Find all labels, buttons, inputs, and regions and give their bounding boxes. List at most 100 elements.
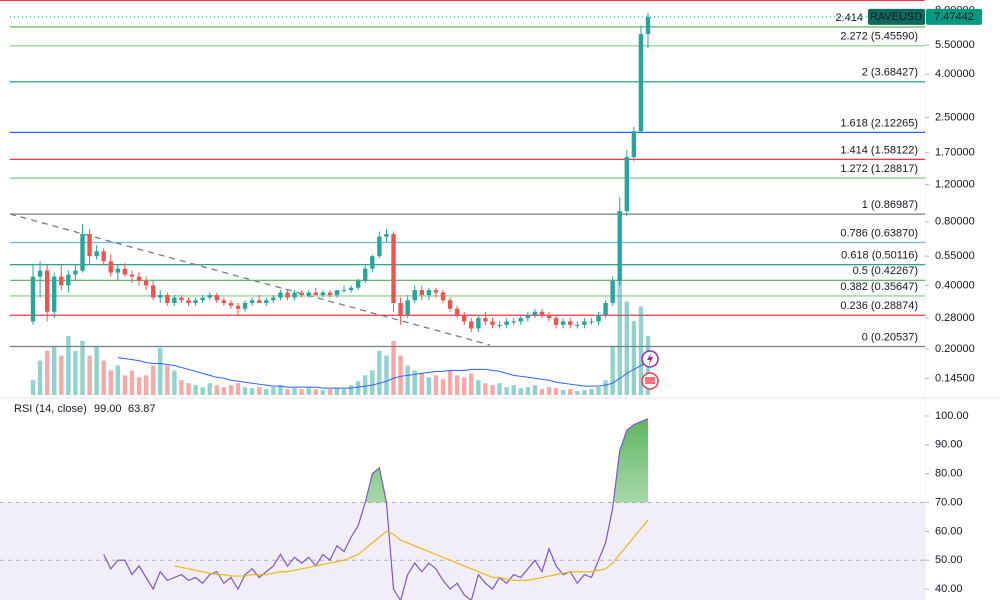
- rsi-legend-value: 63.87: [128, 403, 156, 415]
- candle-body: [426, 290, 432, 296]
- rsi-ma-line: [174, 519, 649, 581]
- fib-label: 2.272 (5.45590): [840, 31, 918, 43]
- candle-body: [504, 321, 509, 325]
- symbol-tag: [868, 8, 925, 25]
- rsi-line: [103, 418, 649, 600]
- event-icons: [641, 350, 659, 390]
- candle-body: [235, 305, 241, 309]
- y-tick-label: 5.50000: [935, 39, 975, 51]
- volume-bar: [73, 350, 78, 395]
- candle-body: [348, 287, 354, 291]
- candle-body: [363, 268, 368, 281]
- volume-bar: [568, 389, 573, 395]
- volume-bar: [603, 380, 608, 395]
- volume-bar: [589, 389, 594, 395]
- rsi-tick-label: 40.00: [935, 583, 963, 595]
- candle-body: [341, 290, 347, 292]
- volume-bar: [341, 389, 347, 395]
- volume-bar: [264, 389, 269, 395]
- volume-ma-line: [117, 357, 649, 389]
- volume-bar: [136, 377, 142, 395]
- candle-body: [539, 311, 545, 315]
- candle-body: [158, 295, 163, 298]
- candle-body: [490, 321, 495, 325]
- volume-bar: [377, 350, 382, 395]
- volume-bar: [122, 375, 128, 395]
- candle-body: [264, 300, 269, 304]
- volume-bar: [37, 360, 43, 395]
- volume-bar: [617, 277, 622, 395]
- candle-body: [257, 300, 262, 304]
- candle-body: [193, 300, 198, 304]
- candle-body: [129, 274, 135, 277]
- volume-bar: [532, 385, 538, 395]
- volume-bar: [638, 306, 644, 395]
- volume-bar: [115, 365, 121, 395]
- volume-bar: [454, 375, 460, 395]
- volume-bar: [596, 387, 601, 395]
- candle-body: [419, 290, 424, 296]
- volume-bar: [560, 390, 566, 395]
- candle-body: [242, 303, 248, 309]
- fib-label: 0.382 (0.35647): [840, 281, 918, 293]
- candle-body: [136, 276, 142, 281]
- volume-bar: [469, 373, 474, 395]
- candle-body: [560, 321, 566, 325]
- volume-bar: [440, 379, 446, 395]
- rsi-tick-label: 50.00: [935, 554, 963, 566]
- volume-bar: [490, 385, 495, 395]
- volume-bar: [348, 385, 354, 395]
- y-tick-label: 0.28000: [935, 312, 975, 324]
- volume-bar: [44, 350, 50, 395]
- volume-bar: [370, 370, 375, 395]
- volume-bar: [518, 388, 523, 395]
- volume-bar: [143, 375, 149, 395]
- candle-body: [433, 290, 439, 293]
- volume-bar: [405, 365, 410, 395]
- candle-body: [320, 292, 326, 296]
- volume-bar: [313, 389, 318, 395]
- volume-bar: [235, 383, 241, 395]
- volume-bar: [334, 388, 340, 395]
- volume-bar: [59, 355, 64, 395]
- volume-bar: [101, 360, 106, 395]
- candle-body: [525, 314, 531, 319]
- volume-bar: [52, 345, 57, 395]
- fib-label: 2.414: [835, 12, 863, 24]
- candle-body: [44, 270, 50, 312]
- volume-bar: [278, 385, 283, 395]
- candle-body: [52, 276, 57, 312]
- volume-bar: [483, 383, 488, 395]
- candle-body: [596, 314, 601, 322]
- candle-body: [497, 324, 502, 326]
- candle-body: [143, 280, 149, 286]
- volume-bar: [426, 377, 432, 395]
- candle-body: [327, 292, 333, 296]
- volume-bar: [525, 387, 531, 395]
- volume-bar: [94, 345, 99, 395]
- candle-body: [292, 292, 297, 298]
- volume-bar: [200, 387, 205, 395]
- y-tick-label: 1.20000: [935, 179, 975, 191]
- candle-body: [391, 234, 396, 304]
- candle-body: [165, 295, 170, 304]
- candle-body: [638, 34, 644, 132]
- fib-label: 0 (0.20537): [862, 331, 918, 343]
- volume-bar: [165, 365, 170, 395]
- candle-body: [454, 308, 460, 315]
- fib-label: 1.272 (1.28817): [840, 163, 918, 175]
- volume-bar: [150, 365, 156, 395]
- y-tick-label: 0.20000: [935, 343, 975, 355]
- fib-layer: [10, 26, 925, 348]
- rsi-band: [0, 502, 925, 600]
- candle-body: [518, 318, 523, 322]
- candle-body: [532, 311, 538, 315]
- volume-bar: [285, 389, 290, 395]
- candle-body: [511, 321, 516, 323]
- candle-body: [221, 300, 227, 304]
- volume-bar: [30, 380, 36, 395]
- candle-body: [355, 280, 361, 288]
- candle-body: [94, 251, 99, 257]
- candle-body: [285, 292, 290, 298]
